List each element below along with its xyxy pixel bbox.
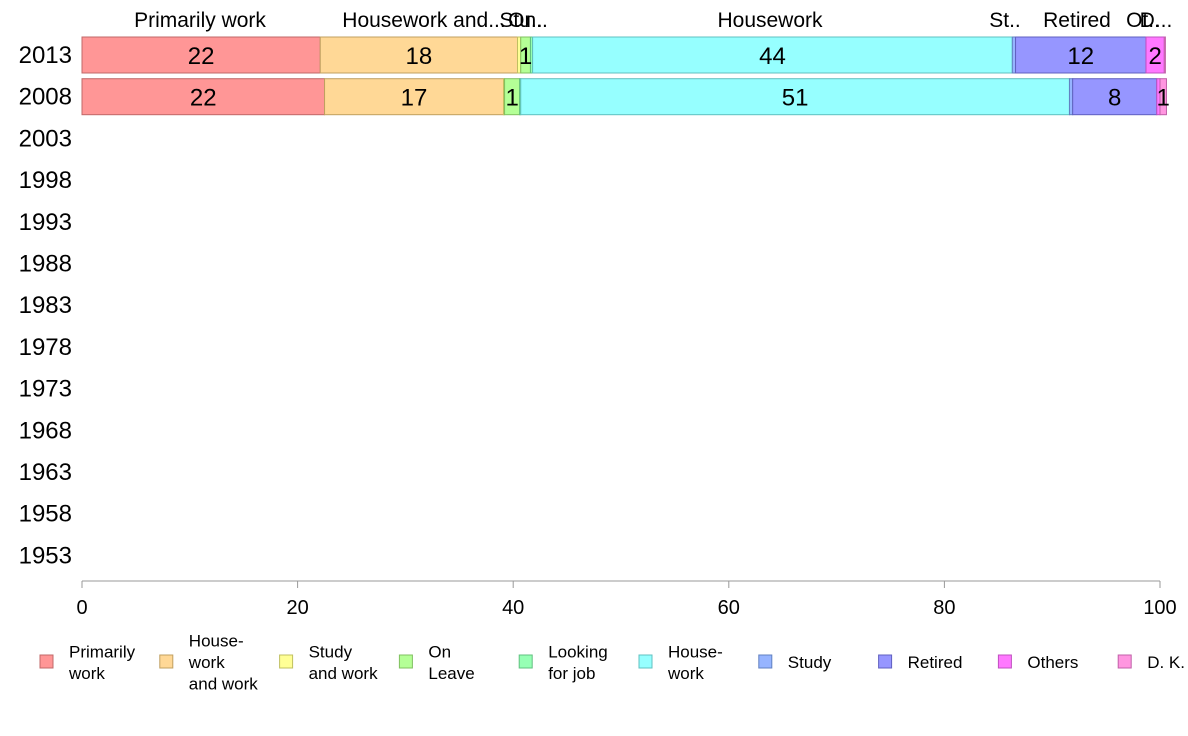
legend-swatch	[159, 654, 174, 669]
year-label: 1998	[19, 167, 72, 194]
top-segment-label: Ot..	[1126, 9, 1160, 32]
x-axis-tick-label: 0	[76, 597, 87, 619]
bar-segment	[1015, 36, 1147, 74]
year-label: 1963	[19, 459, 72, 486]
bar-data-label: 2	[1148, 43, 1161, 70]
bar-segment	[324, 78, 504, 116]
bar-data-label: 12	[1067, 43, 1094, 70]
bar-segment	[1159, 78, 1167, 116]
top-segment-label: D...	[1140, 9, 1173, 32]
bar-data-label: 1	[505, 85, 518, 112]
top-segment-label: Housework and...	[342, 9, 505, 32]
bar-data-label: 17	[401, 85, 428, 112]
y-axis-tick-labels: 2013 2008 2003 1998 1993 1988 1983 1978 1973 1968…	[19, 42, 72, 569]
year-label: 2013	[19, 42, 72, 69]
top-segment-labels: Primarily work Housework and...Stu..On.. H…	[134, 9, 1172, 32]
year-label: 1978	[19, 334, 72, 361]
bar-segment	[1163, 36, 1166, 74]
bar-data-label: 18	[406, 43, 433, 70]
bar-segment	[1072, 78, 1158, 116]
year-label: 2008	[19, 84, 72, 111]
x-axis-tick-label: 60	[718, 597, 740, 619]
bar-data-label: 44	[759, 43, 786, 70]
legend-label: Retired	[908, 653, 963, 672]
x-axis: 0 20 40 60 80 100	[76, 580, 1177, 619]
legend-label: Study	[788, 653, 832, 672]
bar-segment	[520, 78, 1070, 116]
top-segment-label: Retired	[1043, 9, 1111, 32]
bars	[81, 36, 1167, 116]
bar-data-labels: 22 18 1 44 12 222 17 1 51 8 1	[188, 43, 1170, 112]
bar-data-label: 22	[188, 43, 215, 70]
year-label: 1958	[19, 501, 72, 528]
x-axis-tick-label: 20	[286, 597, 308, 619]
top-segment-label: Stu..	[499, 9, 542, 32]
bar-data-label: 8	[1108, 85, 1121, 112]
legend-swatch	[638, 654, 653, 669]
top-segment-label: Housework	[717, 9, 823, 32]
top-segment-label: On..	[508, 9, 548, 32]
legend-label: Study and work	[309, 642, 378, 683]
bar-data-label: 1	[519, 43, 532, 70]
legend-swatch	[39, 654, 54, 669]
top-segment-label: St..	[989, 9, 1021, 32]
legend-swatch	[279, 654, 294, 669]
x-axis-tick-label: 40	[502, 597, 524, 619]
top-segment-label: Primarily work	[134, 9, 266, 32]
legend: Primarily work House-work and work Study and …	[39, 632, 1185, 694]
legend-label: Others	[1027, 653, 1078, 672]
legend-swatch	[758, 654, 773, 669]
legend-label: On Leave	[428, 642, 474, 683]
legend-swatch	[997, 654, 1012, 669]
legend-swatch	[1117, 654, 1132, 669]
year-label: 1993	[19, 209, 72, 236]
legend-label: Looking for job	[548, 642, 608, 683]
year-label: 1953	[19, 542, 72, 569]
legend-label: Primarily work	[68, 642, 136, 683]
x-axis-tick-label: 80	[933, 597, 955, 619]
year-label: 1983	[19, 292, 72, 319]
x-axis-tick-label: 100	[1143, 597, 1176, 619]
legend-label: D. K.	[1147, 653, 1185, 672]
bar-segment	[81, 78, 326, 116]
bar-segment	[81, 36, 321, 74]
year-label: 1988	[19, 251, 72, 278]
bar-data-label: 51	[782, 85, 809, 112]
legend-swatch	[518, 654, 533, 669]
legend-swatch	[878, 654, 893, 669]
bar-data-label: 22	[190, 85, 217, 112]
bar-data-label: 1	[1157, 85, 1170, 112]
bar-segment	[532, 36, 1013, 74]
year-label: 2003	[19, 125, 72, 152]
year-label: 1973	[19, 376, 72, 403]
legend-label: House-work and work	[188, 632, 258, 694]
year-label: 1968	[19, 417, 72, 444]
legend-label: House-work	[667, 642, 723, 683]
legend-swatch	[398, 654, 413, 669]
